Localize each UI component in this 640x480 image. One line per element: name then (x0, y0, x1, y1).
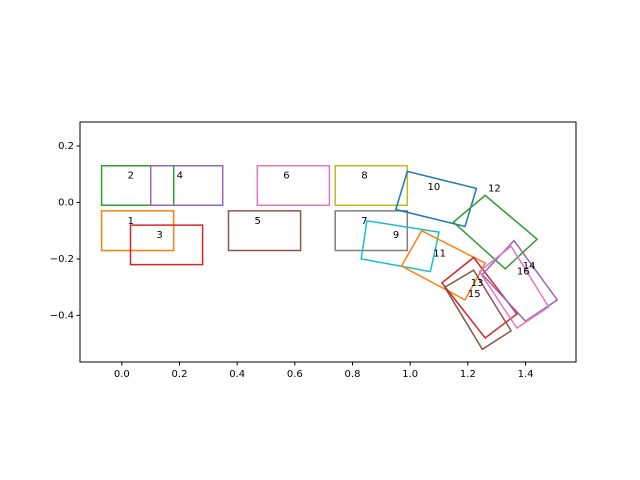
box-label-1: 1 (128, 216, 134, 227)
box-13 (440, 256, 518, 340)
x-tick-label: 0.0 (114, 369, 130, 380)
box-label-2: 2 (128, 171, 134, 182)
x-axis-ticks: 0.0 0.2 0.4 0.6 0.8 1.0 1.2 1.4 (114, 362, 534, 380)
box-label-15: 15 (468, 289, 481, 300)
box-label-12: 12 (488, 183, 501, 194)
box-6 (256, 165, 331, 207)
x-tick-label: 0.2 (172, 369, 188, 380)
box-16 (478, 245, 550, 330)
axes-frame (79, 121, 577, 363)
box-label-7: 7 (361, 216, 367, 227)
box-label-3: 3 (156, 230, 162, 241)
y-tick-label: 0.2 (58, 141, 74, 152)
box-label-8: 8 (361, 171, 367, 182)
box-label-13: 13 (471, 278, 484, 289)
box-8 (334, 165, 409, 207)
box-label-5: 5 (255, 216, 261, 227)
box-label-11: 11 (433, 248, 446, 259)
box-4 (149, 165, 224, 207)
box-3 (129, 224, 204, 266)
x-tick-label: 1.0 (402, 369, 418, 380)
y-axis-ticks: 0.2 0.0 −0.2 −0.4 (50, 141, 80, 321)
box-label-4: 4 (177, 171, 183, 182)
boxes-layer (100, 165, 559, 351)
box-12 (452, 194, 539, 270)
box-9 (360, 219, 440, 273)
y-tick-label: −0.4 (50, 310, 74, 321)
x-tick-label: 0.4 (229, 369, 245, 380)
y-tick-label: −0.2 (50, 254, 74, 265)
box-label-6: 6 (283, 171, 289, 182)
x-tick-label: 0.6 (287, 369, 303, 380)
x-tick-label: 1.4 (518, 369, 534, 380)
box-1 (100, 210, 175, 252)
x-tick-label: 0.8 (345, 369, 361, 380)
box-label-9: 9 (393, 230, 399, 241)
box-15 (443, 269, 513, 351)
y-tick-label: 0.0 (58, 197, 74, 208)
box-label-10: 10 (428, 182, 441, 193)
box-11 (400, 229, 487, 301)
box-5 (227, 210, 302, 252)
box-label-16: 16 (517, 267, 530, 278)
box-label-14: 14 (523, 261, 536, 272)
box-7 (334, 210, 409, 252)
box-10 (394, 170, 478, 228)
x-tick-label: 1.2 (460, 369, 476, 380)
